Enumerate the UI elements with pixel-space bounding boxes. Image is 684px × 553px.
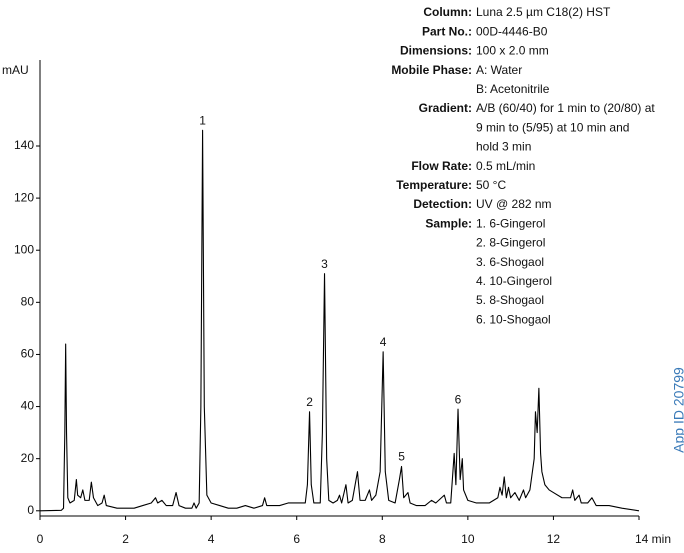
y-tick-label: 60 (21, 347, 35, 361)
x-tick-label: 8 (379, 532, 386, 546)
info-value: 3. 6-Shogaol (476, 255, 544, 269)
x-tick-label: 12 (547, 532, 561, 546)
y-tick-label: 100 (14, 242, 34, 256)
info-value: Luna 2.5 µm C18(2) HST (476, 5, 611, 19)
info-value: hold 3 min (476, 140, 531, 154)
y-axis-label: mAU (2, 63, 29, 77)
y-tick-label: 40 (21, 399, 35, 413)
info-value: 4. 10-Gingerol (476, 274, 552, 288)
info-label: Column: (423, 5, 472, 19)
peak-label: 2 (306, 395, 313, 409)
info-value: 0.5 mL/min (476, 159, 535, 173)
info-label: Part No.: (422, 24, 472, 38)
x-tick-label: 0 (37, 532, 44, 546)
info-value: 6. 10-Shogaol (476, 312, 551, 326)
y-tick-label: 20 (21, 451, 35, 465)
info-value: UV @ 282 nm (476, 197, 552, 211)
y-tick-label: 120 (14, 190, 34, 204)
peak-label: 5 (398, 450, 405, 464)
info-label: Mobile Phase: (391, 63, 472, 77)
info-label: Detection: (413, 197, 472, 211)
info-value: 1. 6-Gingerol (476, 216, 545, 230)
y-tick-label: 140 (14, 138, 34, 152)
peak-label: 6 (455, 392, 462, 406)
peak-label: 4 (380, 335, 387, 349)
info-value: A/B (60/40) for 1 min to (20/80) at (476, 101, 655, 115)
info-value: 50 °C (476, 178, 506, 192)
peak-label: 3 (321, 257, 328, 271)
app-id: App ID 20799 (671, 367, 684, 453)
info-label: Gradient: (419, 101, 472, 115)
info-value: B: Acetonitrile (476, 82, 550, 96)
y-tick-label: 0 (27, 503, 34, 517)
info-label: Temperature: (396, 178, 472, 192)
info-value: 2. 8-Gingerol (476, 236, 545, 250)
x-tick-label: 10 (461, 532, 475, 546)
x-tick-label: 6 (293, 532, 300, 546)
x-tick-label: 4 (208, 532, 215, 546)
info-value: 9 min to (5/95) at 10 min and (476, 120, 629, 134)
info-value: 5. 8-Shogaol (476, 293, 544, 307)
peak-label: 1 (199, 114, 206, 128)
x-tick-label: 14 min (635, 532, 671, 546)
x-tick-label: 2 (122, 532, 129, 546)
info-value: 100 x 2.0 mm (476, 44, 549, 58)
chromatogram-trace (39, 129, 640, 512)
y-tick-label: 80 (21, 295, 35, 309)
info-value: A: Water (476, 63, 522, 77)
info-label: Sample: (425, 216, 472, 230)
info-label: Dimensions: (400, 44, 472, 58)
info-value: 00D-4446-B0 (476, 24, 548, 38)
info-label: Flow Rate: (411, 159, 472, 173)
